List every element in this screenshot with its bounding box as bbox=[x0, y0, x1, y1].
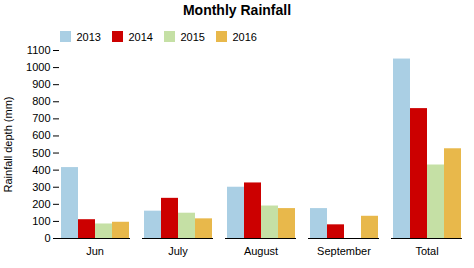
html-text:Monthly Rainfall: Monthly Rainfall bbox=[182, 2, 292, 18]
svg-text:Rainfall depth (mm): Rainfall depth (mm) bbox=[2, 97, 14, 193]
svg-text:100: 100 bbox=[32, 215, 50, 227]
svg-text:September: September bbox=[317, 245, 371, 257]
svg-text:400: 400 bbox=[32, 164, 50, 176]
html-text:2016: 2016 bbox=[232, 30, 257, 43]
svg-text:500: 500 bbox=[32, 147, 50, 159]
svg-text:August: August bbox=[244, 245, 278, 257]
svg-text:800: 800 bbox=[32, 95, 50, 107]
svg-text:July: July bbox=[168, 245, 188, 257]
svg-text:1100: 1100 bbox=[27, 44, 51, 56]
svg-text:0: 0 bbox=[44, 232, 50, 244]
html-text:2014: 2014 bbox=[128, 30, 153, 43]
html-text:2015: 2015 bbox=[180, 30, 205, 43]
svg-text:300: 300 bbox=[32, 181, 50, 193]
svg-text:900: 900 bbox=[32, 78, 50, 90]
svg-text:1000: 1000 bbox=[26, 61, 50, 73]
svg-text:Total: Total bbox=[415, 245, 438, 257]
svg-text:600: 600 bbox=[32, 129, 50, 141]
svg-text:200: 200 bbox=[32, 198, 50, 210]
svg-text:700: 700 bbox=[32, 112, 50, 124]
svg-text:Jun: Jun bbox=[86, 245, 104, 257]
html-text:2013: 2013 bbox=[76, 30, 101, 43]
